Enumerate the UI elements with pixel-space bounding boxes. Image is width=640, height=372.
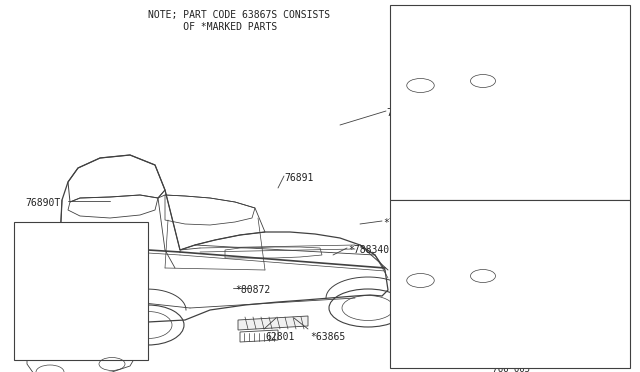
Bar	[14, 222, 148, 360]
Text: ^766*005: ^766*005	[488, 365, 531, 372]
Text: 76892M: 76892M	[76, 252, 106, 261]
Text: TONE ON TONE: TONE ON TONE	[398, 182, 468, 192]
Text: 76891: 76891	[284, 173, 314, 183]
Text: *78834R: *78834R	[383, 218, 424, 228]
Text: *788340: *788340	[348, 245, 389, 255]
Text: 76892(LH): 76892(LH)	[542, 350, 589, 359]
Text: NOTE; PART CODE 63867S CONSISTS: NOTE; PART CODE 63867S CONSISTS	[148, 10, 330, 20]
Text: 76891M (RH): 76891M (RH)	[542, 143, 600, 152]
Bar	[390, 200, 630, 368]
Text: 76892 (LH): 76892 (LH)	[542, 155, 595, 164]
Text: 76891 (RH): 76891 (RH)	[542, 338, 595, 347]
Text: OF *MARKED PARTS: OF *MARKED PARTS	[148, 22, 277, 32]
Text: 62801: 62801	[265, 332, 294, 342]
Text: *63865: *63865	[310, 332, 345, 342]
Text: T-BAR ROOF  76892M: T-BAR ROOF 76892M	[19, 244, 116, 253]
Text: 76891M (RH): 76891M (RH)	[398, 57, 456, 66]
Text: 76892M: 76892M	[386, 108, 421, 118]
Text: *80872: *80872	[235, 285, 270, 295]
Bar	[390, 5, 630, 200]
Polygon shape	[238, 316, 308, 330]
Text: FOR 2 SEATER: FOR 2 SEATER	[19, 234, 83, 243]
Text: FOR TURBO: FOR TURBO	[398, 210, 451, 220]
Text: 76890T: 76890T	[25, 198, 60, 208]
Text: 76892M(LH): 76892M(LH)	[398, 67, 451, 76]
